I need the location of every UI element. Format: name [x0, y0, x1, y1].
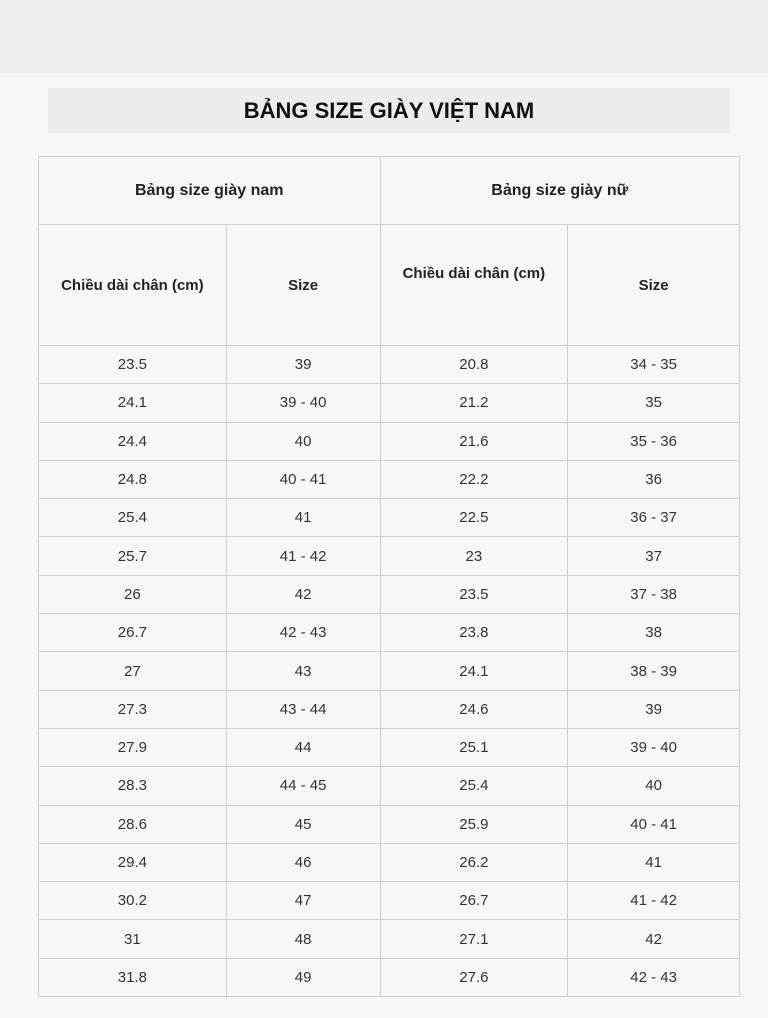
men-length-cell: 23.5: [38, 344, 227, 385]
men-group-header: Bảng size giày nam: [38, 156, 381, 225]
women-size-header: Size: [567, 224, 740, 346]
men-size-cell: 46: [225, 842, 381, 883]
men-size-cell: 44 - 45: [225, 766, 381, 806]
women-size-cell: 35: [567, 383, 740, 423]
men-size-cell: 42: [225, 574, 381, 615]
women-length-cell: 22.2: [379, 459, 569, 500]
table-row: 27.3 43 - 44 24.6 39: [38, 689, 740, 729]
women-size-cell: 41: [567, 842, 740, 883]
men-length-cell: 31.8: [38, 957, 227, 998]
women-length-cell: 24.6: [379, 689, 569, 729]
women-size-cell: 38: [567, 613, 740, 653]
men-length-cell: 27: [38, 651, 227, 691]
men-size-cell: 47: [225, 881, 381, 921]
men-size-cell: 43: [225, 651, 381, 691]
women-length-cell: 23: [379, 536, 569, 576]
men-size-cell: 41 - 42: [225, 536, 381, 576]
men-size-cell: 44: [225, 727, 381, 768]
men-length-cell: 30.2: [38, 881, 227, 921]
men-length-cell: 27.3: [38, 689, 227, 729]
women-length-cell: 20.8: [379, 344, 569, 385]
table-row: 25.7 41 - 42 23 37: [38, 536, 740, 576]
table-row: 28.3 44 - 45 25.4 40: [38, 766, 740, 806]
men-size-cell: 40: [225, 421, 381, 461]
women-size-cell: 36: [567, 459, 740, 500]
women-size-cell: 37: [567, 536, 740, 576]
men-length-cell: 26: [38, 574, 227, 615]
table-row: 29.4 46 26.2 41: [38, 842, 740, 883]
women-length-header: Chiều dài chân (cm): [379, 224, 569, 346]
table-row: 26 42 23.5 37 - 38: [38, 574, 740, 615]
women-length-cell: 27.6: [379, 957, 569, 998]
men-size-cell: 45: [225, 804, 381, 844]
women-size-cell: 40 - 41: [567, 804, 740, 844]
women-size-cell: 35 - 36: [567, 421, 740, 461]
women-length-cell: 25.9: [379, 804, 569, 844]
women-length-cell: 25.4: [379, 766, 569, 806]
women-size-cell: 41 - 42: [567, 881, 740, 921]
men-size-cell: 48: [225, 919, 381, 959]
men-length-cell: 28.3: [38, 766, 227, 806]
page-title: BẢNG SIZE GIÀY VIỆT NAM: [48, 88, 730, 133]
men-length-cell: 26.7: [38, 613, 227, 653]
women-group-header: Bảng size giày nữ: [379, 156, 740, 225]
women-length-cell: 26.2: [379, 842, 569, 883]
women-length-cell: 21.2: [379, 383, 569, 423]
men-length-cell: 28.6: [38, 804, 227, 844]
women-size-cell: 38 - 39: [567, 651, 740, 691]
table-row: 27.9 44 25.1 39 - 40: [38, 727, 740, 768]
men-size-cell: 42 - 43: [225, 613, 381, 653]
table-row: 25.4 41 22.5 36 - 37: [38, 498, 740, 538]
table-row: 24.1 39 - 40 21.2 35: [38, 383, 740, 423]
women-size-cell: 37 - 38: [567, 574, 740, 615]
table-row: 31.8 49 27.6 42 - 43: [38, 957, 740, 998]
women-size-cell: 34 - 35: [567, 344, 740, 385]
table-row: 26.7 42 - 43 23.8 38: [38, 613, 740, 653]
women-length-cell: 24.1: [379, 651, 569, 691]
women-size-cell: 42: [567, 919, 740, 959]
women-length-cell: 25.1: [379, 727, 569, 768]
men-length-cell: 25.7: [38, 536, 227, 576]
men-size-cell: 43 - 44: [225, 689, 381, 729]
table-row: 24.8 40 - 41 22.2 36: [38, 459, 740, 500]
men-size-cell: 39: [225, 344, 381, 385]
women-length-cell: 22.5: [379, 498, 569, 538]
men-length-cell: 24.8: [38, 459, 227, 500]
top-bar: [0, 0, 768, 73]
men-size-cell: 49: [225, 957, 381, 998]
men-length-cell: 29.4: [38, 842, 227, 883]
men-size-cell: 40 - 41: [225, 459, 381, 500]
table-row: 24.4 40 21.6 35 - 36: [38, 421, 740, 461]
women-size-cell: 39: [567, 689, 740, 729]
men-length-cell: 27.9: [38, 727, 227, 768]
men-length-cell: 24.1: [38, 383, 227, 423]
table-row: 27 43 24.1 38 - 39: [38, 651, 740, 691]
men-size-header: Size: [225, 224, 381, 346]
men-size-cell: 39 - 40: [225, 383, 381, 423]
women-size-cell: 36 - 37: [567, 498, 740, 538]
men-length-cell: 24.4: [38, 421, 227, 461]
women-size-cell: 42 - 43: [567, 957, 740, 998]
women-length-cell: 23.5: [379, 574, 569, 615]
women-length-cell: 26.7: [379, 881, 569, 921]
men-length-cell: 31: [38, 919, 227, 959]
women-size-cell: 39 - 40: [567, 727, 740, 768]
women-size-cell: 40: [567, 766, 740, 806]
table-row: 23.5 39 20.8 34 - 35: [38, 344, 740, 385]
table-row: 30.2 47 26.7 41 - 42: [38, 881, 740, 921]
table-row: 28.6 45 25.9 40 - 41: [38, 804, 740, 844]
women-length-cell: 21.6: [379, 421, 569, 461]
size-table: Bảng size giày nam Bảng size giày nữ Chi…: [38, 156, 740, 998]
men-length-header: Chiều dài chân (cm): [38, 224, 227, 346]
women-length-cell: 27.1: [379, 919, 569, 959]
women-length-cell: 23.8: [379, 613, 569, 653]
men-size-cell: 41: [225, 498, 381, 538]
men-length-cell: 25.4: [38, 498, 227, 538]
table-row: 31 48 27.1 42: [38, 919, 740, 959]
